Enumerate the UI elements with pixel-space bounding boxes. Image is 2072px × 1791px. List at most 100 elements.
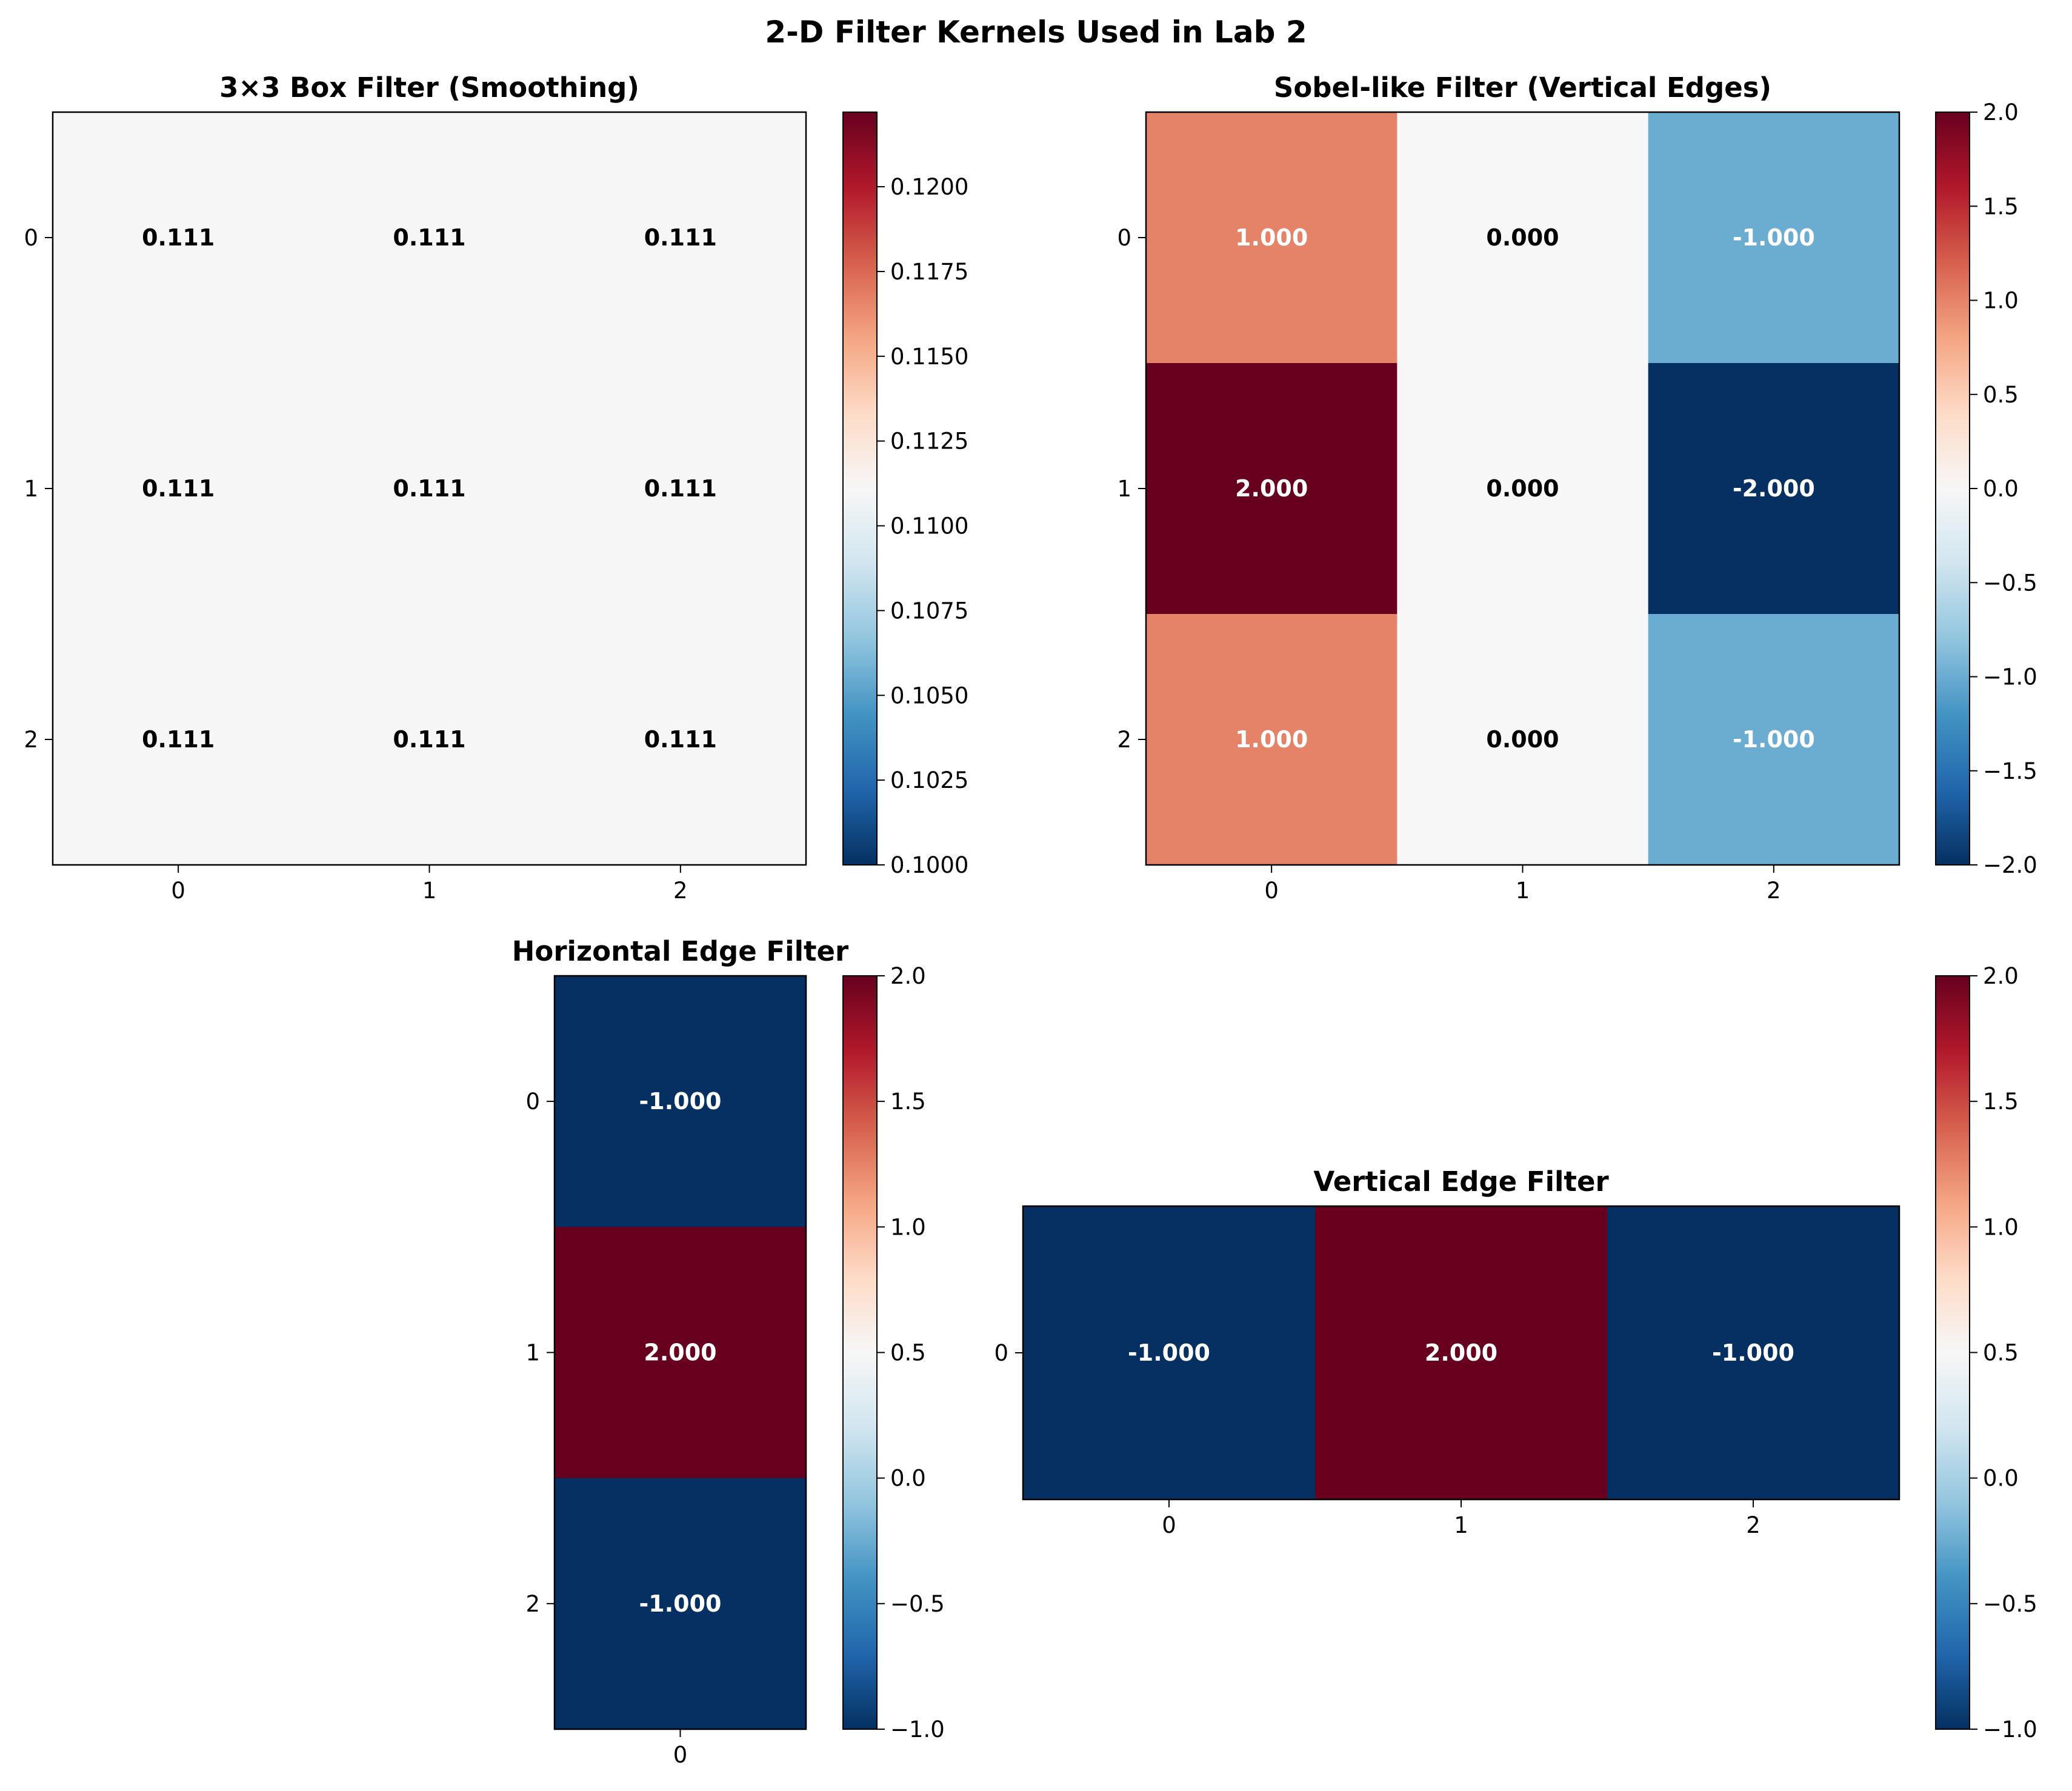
cell-value-label: 0.111 bbox=[644, 224, 717, 251]
cell-value-label: -1.000 bbox=[1733, 726, 1815, 753]
y-tick-label: 0 bbox=[24, 225, 38, 251]
colorbar-tick-label: 0.1075 bbox=[890, 598, 968, 624]
colorbar-tick-label: 2.0 bbox=[1983, 99, 2019, 125]
colorbar-tick-label: −1.0 bbox=[1983, 664, 2037, 690]
colorbar-tick-label: 1.0 bbox=[1983, 1214, 2019, 1240]
heatmap-cell bbox=[555, 1478, 807, 1730]
colorbar-tick-label: 0.1125 bbox=[890, 429, 968, 455]
colorbar-tick-label: 0.1175 bbox=[890, 259, 968, 285]
colorbar-tick-label: 0.1050 bbox=[890, 682, 968, 709]
heatmap-panel-3: Horizontal Edge Filter -1.000 2.000 -1.000 0… bbox=[512, 935, 945, 1768]
heatmap-cell bbox=[1315, 1206, 1608, 1500]
y-tick-label: 2 bbox=[1117, 727, 1131, 753]
heatmap-cell bbox=[304, 363, 556, 615]
colorbar-tick-label: 0.1200 bbox=[890, 174, 968, 200]
panel-title: Horizontal Edge Filter bbox=[512, 935, 849, 967]
colorbar-tick-label: 0.0 bbox=[1983, 476, 2019, 502]
colorbar-tick-label: 2.0 bbox=[1983, 963, 2019, 989]
colorbar-tick-label: −0.5 bbox=[890, 1591, 945, 1617]
x-tick-label: 1 bbox=[422, 878, 437, 904]
heatmap-cell bbox=[1397, 363, 1649, 615]
cell-value-label: 0.000 bbox=[1486, 224, 1559, 251]
heatmap-cell bbox=[555, 363, 807, 615]
y-tick-label: 1 bbox=[24, 476, 38, 502]
colorbar-tick-label: 1.0 bbox=[1983, 288, 2019, 314]
cell-value-label: 0.111 bbox=[393, 224, 465, 251]
heatmap-cell bbox=[555, 976, 807, 1227]
cell-value-label: 2.000 bbox=[644, 1339, 716, 1366]
y-tick-label: 2 bbox=[525, 1591, 540, 1617]
cell-value-label: -2.000 bbox=[1733, 475, 1815, 502]
heatmap-cell bbox=[555, 1227, 807, 1479]
colorbar-tick-label: 2.0 bbox=[890, 963, 926, 989]
x-tick-label: 2 bbox=[673, 878, 688, 904]
cell-value-label: 1.000 bbox=[1235, 224, 1308, 251]
cell-value-label: 0.000 bbox=[1486, 726, 1559, 753]
x-tick-label: 1 bbox=[1454, 1512, 1468, 1538]
heatmap-cell bbox=[555, 112, 807, 364]
cell-value-label: 0.111 bbox=[644, 475, 717, 502]
x-tick-label: 1 bbox=[1516, 878, 1530, 904]
colorbar bbox=[842, 975, 878, 1730]
colorbar bbox=[1935, 975, 1970, 1730]
colorbar-tick-label: −0.5 bbox=[1983, 570, 2037, 596]
cell-value-label: -1.000 bbox=[1712, 1339, 1794, 1366]
y-tick-label: 1 bbox=[1117, 476, 1131, 502]
colorbar-tick-label: 0.5 bbox=[890, 1340, 926, 1366]
cell-value-label: 0.111 bbox=[393, 726, 465, 753]
heatmap-cell bbox=[304, 112, 556, 364]
colorbar-tick-label: 0.5 bbox=[1983, 1340, 2019, 1366]
cell-value-label: 0.111 bbox=[142, 475, 215, 502]
cell-value-label: 0.000 bbox=[1486, 475, 1559, 502]
colorbar-tick-label: −2.0 bbox=[1983, 852, 2037, 878]
colorbar-tick-label: 1.0 bbox=[890, 1214, 926, 1240]
heatmap-cell bbox=[1023, 1206, 1316, 1500]
colorbar-tick-label: 0.1000 bbox=[890, 852, 968, 878]
figure-title: 2-D Filter Kernels Used in Lab 2 bbox=[765, 15, 1307, 50]
colorbar-tick-label: 1.5 bbox=[890, 1089, 926, 1115]
colorbar-tick-label: 0.0 bbox=[890, 1466, 926, 1492]
colorbar-tick-label: 0.1025 bbox=[890, 767, 968, 793]
colorbar-tick-label: 0.1150 bbox=[890, 344, 968, 370]
plots: 3×3 Box Filter (Smoothing) 0.111 0.111 0.11… bbox=[24, 72, 2037, 1768]
colorbar-tick-label: 0.0 bbox=[1983, 1466, 2019, 1492]
x-tick-label: 2 bbox=[1767, 878, 1781, 904]
colorbar-tick-label: −0.5 bbox=[1983, 1591, 2037, 1617]
colorbar-tick-label: −1.0 bbox=[890, 1716, 945, 1743]
cell-value-label: -1.000 bbox=[1128, 1339, 1210, 1366]
y-tick-label: 0 bbox=[994, 1340, 1008, 1366]
cell-value-label: 1.000 bbox=[1235, 726, 1308, 753]
cell-value-label: -1.000 bbox=[639, 1088, 722, 1115]
heatmap-cell bbox=[53, 112, 304, 364]
colorbar-tick-label: −1.0 bbox=[1983, 1716, 2037, 1743]
colorbar-tick-label: 1.5 bbox=[1983, 1089, 2019, 1115]
heatmap-cell bbox=[1648, 614, 1900, 865]
y-tick-label: 0 bbox=[1117, 225, 1131, 251]
cell-value-label: 0.111 bbox=[393, 475, 465, 502]
colorbar bbox=[1935, 112, 1970, 865]
heatmap-panel-4: Vertical Edge Filter -1.000 2.000 -1.000 0 1 2… bbox=[994, 963, 2037, 1743]
panel-title: 3×3 Box Filter (Smoothing) bbox=[219, 72, 639, 104]
colorbar-tick-label: 1.5 bbox=[1983, 193, 2019, 219]
x-tick-label: 0 bbox=[1264, 878, 1279, 904]
cell-value-label: 2.000 bbox=[1235, 475, 1308, 502]
cell-value-label: -1.000 bbox=[639, 1590, 722, 1617]
x-tick-label: 0 bbox=[171, 878, 185, 904]
heatmap-cell bbox=[1146, 363, 1397, 615]
y-tick-label: 0 bbox=[525, 1089, 540, 1115]
cell-value-label: 2.000 bbox=[1425, 1339, 1497, 1366]
cell-value-label: 0.111 bbox=[644, 726, 717, 753]
heatmap-cell bbox=[1146, 112, 1397, 364]
heatmap-cell bbox=[53, 614, 304, 865]
heatmap-cell bbox=[555, 614, 807, 865]
colorbar-tick-label: 0.5 bbox=[1983, 382, 2019, 408]
x-tick-label: 0 bbox=[1162, 1512, 1176, 1538]
heatmap-cell bbox=[1397, 614, 1649, 865]
heatmap-cell bbox=[53, 363, 304, 615]
y-tick-label: 1 bbox=[525, 1340, 540, 1366]
panel-title: Sobel-like Filter (Vertical Edges) bbox=[1274, 72, 1771, 104]
heatmap-cell bbox=[1607, 1206, 1900, 1500]
colorbar-tick-label: 0.1100 bbox=[890, 513, 968, 539]
y-tick-label: 2 bbox=[24, 727, 38, 753]
